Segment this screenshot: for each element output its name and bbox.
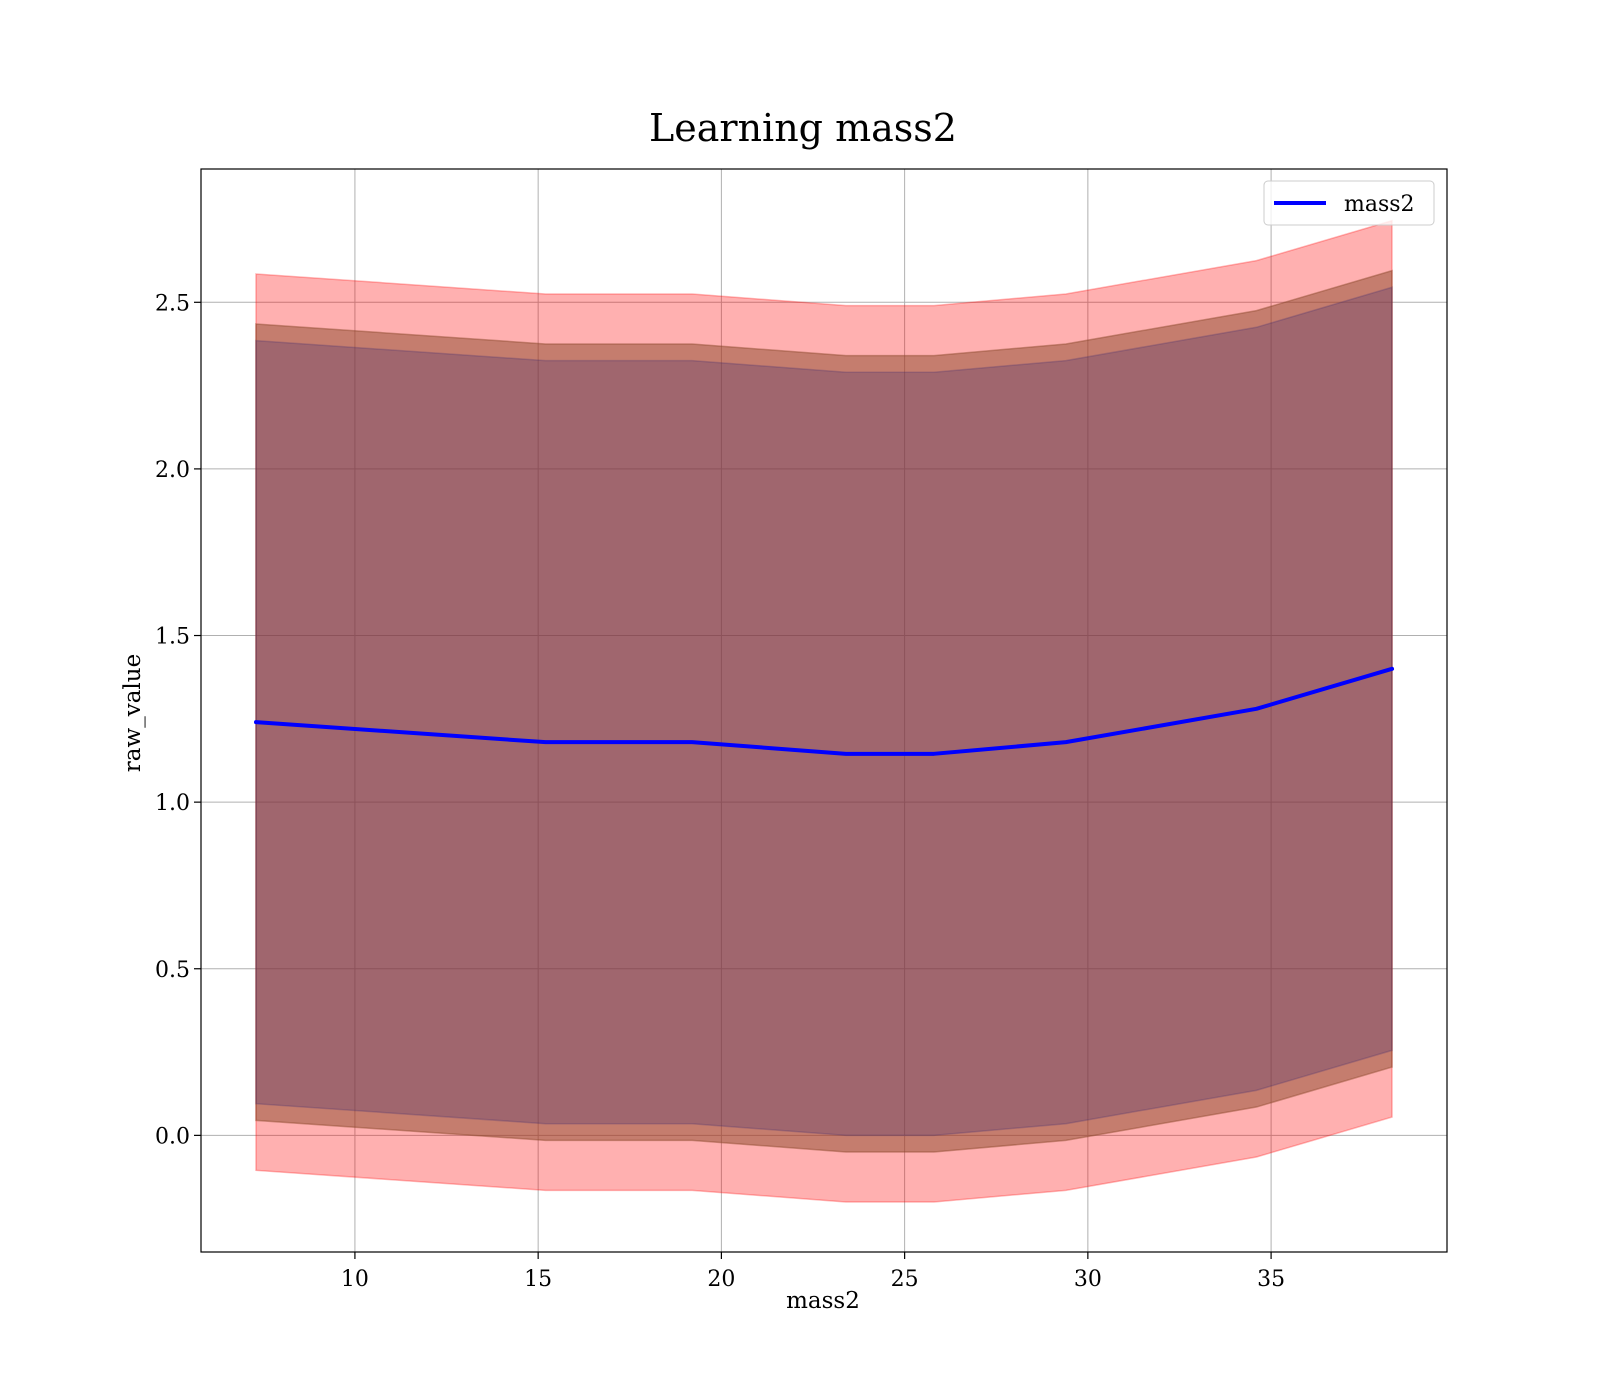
y-tick-label: 0.0	[155, 1124, 190, 1149]
x-tick-label: 25	[891, 1267, 919, 1292]
legend: mass2	[1263, 180, 1435, 226]
legend-box	[1263, 180, 1435, 226]
x-tick-label: 35	[1257, 1267, 1285, 1292]
series-lines	[253, 666, 1395, 756]
y-tick-label: 1.5	[155, 625, 190, 650]
y-tick-label: 2.0	[155, 458, 190, 483]
y-axis-label: raw_value	[120, 654, 146, 772]
legend-label-mass2: mass2	[1344, 192, 1415, 217]
x-tick-label: 20	[707, 1267, 735, 1292]
x-tick-label: 15	[524, 1267, 552, 1292]
x-axis-label: mass2	[786, 1288, 860, 1314]
plot-frame	[200, 168, 1448, 1253]
x-tick-label: 10	[341, 1267, 369, 1292]
confidence-bands	[255, 219, 1393, 1203]
confidence-band-2	[255, 286, 1393, 1137]
x-tick-label: 30	[1074, 1267, 1102, 1292]
y-tick-label: 1.0	[155, 791, 190, 816]
ticks: 10 15 20 25 30 35 0.0 0.5 1.0 1.5 2.0 2.5	[155, 291, 1285, 1292]
series-line-mass2	[253, 666, 1395, 756]
y-tick-label: 0.5	[155, 958, 190, 983]
confidence-band-1	[255, 269, 1393, 1153]
chart-title: Learning mass2	[649, 106, 957, 150]
y-tick-label: 2.5	[155, 291, 190, 316]
